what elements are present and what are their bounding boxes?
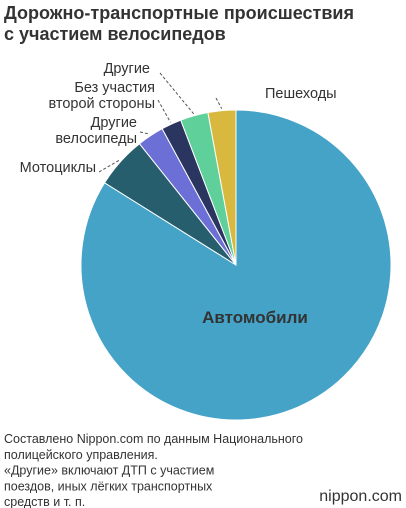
source-note: «Другие» включают ДТП с участием [4,464,214,478]
slice-label: Другие [91,115,137,131]
slice-label: Другие [104,61,150,77]
leader-line [98,160,120,173]
source-note: средств и т. п. [4,495,85,508]
logo: nippon.com [319,488,402,505]
source-note: поездов, иных лёгких транспортных [4,479,213,493]
slice-label: второй стороны [48,96,155,112]
leader-line [139,131,150,135]
pie-slice [207,109,237,266]
slice-label: Мотоциклы [20,160,96,176]
leader-line [215,97,223,109]
leader-line [157,99,171,123]
chart-title: Дорожно-транспортные происшествия [4,3,354,23]
source-note: Составлено Nippon.com по данным Национал… [4,432,303,446]
leader-line [159,72,195,115]
slice-label: Автомобили [202,308,308,327]
slice-label: велосипеды [55,131,137,147]
source-note: полицейского управления. [4,448,158,462]
chart-title: с участием велосипедов [4,24,226,44]
slice-label: Без участия [74,80,155,96]
slice-label: Пешеходы [265,86,337,102]
